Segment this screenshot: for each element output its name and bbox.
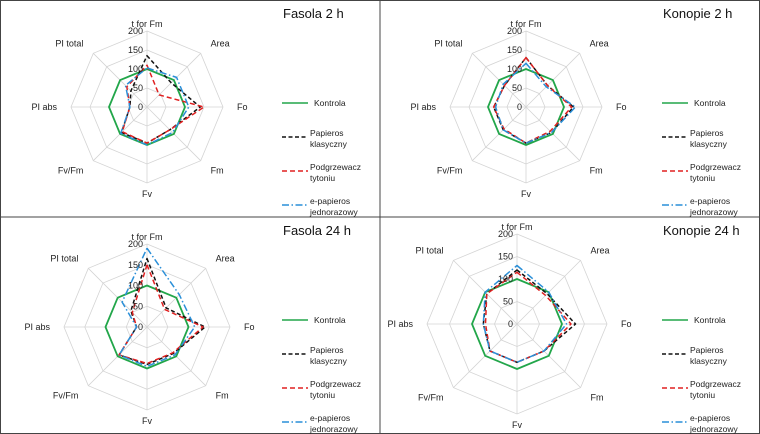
axis-label: PI total [415, 246, 443, 256]
legend-label: Papieros klasyczny [690, 128, 728, 149]
axis-label: PI total [50, 253, 78, 263]
radial-tick-label: 100 [128, 281, 143, 291]
axis-label: t for Fm [502, 222, 533, 232]
legend-label: Papieros klasyczny [310, 128, 348, 149]
series-line-e-papieros-jednorazowy [118, 247, 196, 368]
legend-label: Podgrzewacz tytoniu [310, 162, 361, 183]
axis-label: Fo [237, 102, 248, 112]
legend-label: e-papieros jednorazowy [689, 413, 738, 434]
radial-tick-label: 0 [517, 102, 522, 112]
axis-label: PI abs [410, 102, 436, 112]
series-line-papieros-klasyczny [118, 257, 206, 366]
radial-tick-label: 100 [507, 64, 522, 74]
series-line-e-papieros-jednorazowy [494, 62, 577, 144]
legend-label: e-papieros jednorazowy [689, 196, 738, 217]
axis-label: PI abs [31, 102, 57, 112]
radial-tick-label: 50 [503, 297, 513, 307]
axis-label: PI total [434, 38, 462, 48]
legend-label: Kontrola [314, 98, 346, 108]
axis-label: Fv/Fm [53, 391, 79, 401]
axis-label: Fv [512, 420, 522, 430]
radial-tick-label: 50 [133, 83, 143, 93]
axis-label: Area [591, 246, 610, 256]
legend-label: Kontrola [694, 98, 726, 108]
axis-label: Fm [216, 391, 229, 401]
legend-label: Podgrzewacz tytoniu [690, 162, 741, 183]
series-line-e-papieros-jednorazowy [119, 67, 190, 146]
axis-label: Fm [590, 166, 603, 176]
series-line-kontrola [471, 278, 563, 370]
radial-tick-label: 200 [507, 26, 522, 36]
axis-label: Fv [521, 189, 531, 199]
legend-label: e-papieros jednorazowy [309, 413, 358, 434]
axis-label: PI abs [24, 322, 50, 332]
radial-tick-label: 0 [508, 319, 513, 329]
legend-label: Kontrola [314, 315, 346, 325]
legend-label: Podgrzewacz tytoniu [310, 379, 361, 400]
axis-label: Fv/Fm [437, 166, 463, 176]
axis-label: PI total [55, 38, 83, 48]
radial-tick-label: 150 [507, 45, 522, 55]
legend-label: e-papieros jednorazowy [309, 196, 358, 217]
axis-label: Fv [142, 416, 152, 426]
radial-tick-label: 100 [128, 64, 143, 74]
series-line-kontrola [104, 284, 190, 370]
series-line-kontrola [487, 68, 565, 146]
axis-label: Fo [244, 322, 255, 332]
legend-label: Papieros klasyczny [310, 345, 348, 366]
axis-label: Fm [211, 166, 224, 176]
axis-label: Area [216, 253, 235, 263]
axis-label: Fo [616, 102, 627, 112]
axis-label: t for Fm [132, 19, 163, 29]
radial-tick-label: 50 [133, 301, 143, 311]
radial-tick-label: 0 [138, 102, 143, 112]
radial-tick-label: 0 [138, 322, 143, 332]
chart-title: Konopie 2 h [663, 6, 732, 21]
axis-label: Area [211, 38, 230, 48]
axis-label: t for Fm [132, 232, 163, 242]
chart-title: Konopie 24 h [663, 223, 740, 238]
chart-title: Fasola 2 h [283, 6, 344, 21]
legend-label: Papieros klasyczny [690, 345, 728, 366]
radial-tick-label: 200 [498, 229, 513, 239]
axis-label: Area [590, 38, 609, 48]
axis-label: Fo [621, 319, 632, 329]
series-line-e-papieros-jednorazowy [482, 264, 568, 364]
axis-label: t for Fm [511, 19, 542, 29]
radial-tick-label: 150 [498, 252, 513, 262]
axis-label: PI abs [387, 319, 413, 329]
radial-tick-label: 150 [128, 260, 143, 270]
radial-tick-label: 200 [128, 26, 143, 36]
chart-title: Fasola 24 h [283, 223, 351, 238]
radial-tick-label: 100 [498, 274, 513, 284]
radial-tick-label: 200 [128, 239, 143, 249]
axis-label: Fv [142, 189, 152, 199]
radial-tick-label: 150 [128, 45, 143, 55]
axis-label: Fv/Fm [58, 166, 84, 176]
axis-label: Fm [591, 393, 604, 403]
legend-label: Kontrola [694, 315, 726, 325]
series-line-podgrzewacz-tytoniu [484, 271, 572, 364]
radial-tick-label: 50 [512, 83, 522, 93]
axis-label: Fv/Fm [418, 393, 444, 403]
legend-label: Podgrzewacz tytoniu [690, 379, 741, 400]
